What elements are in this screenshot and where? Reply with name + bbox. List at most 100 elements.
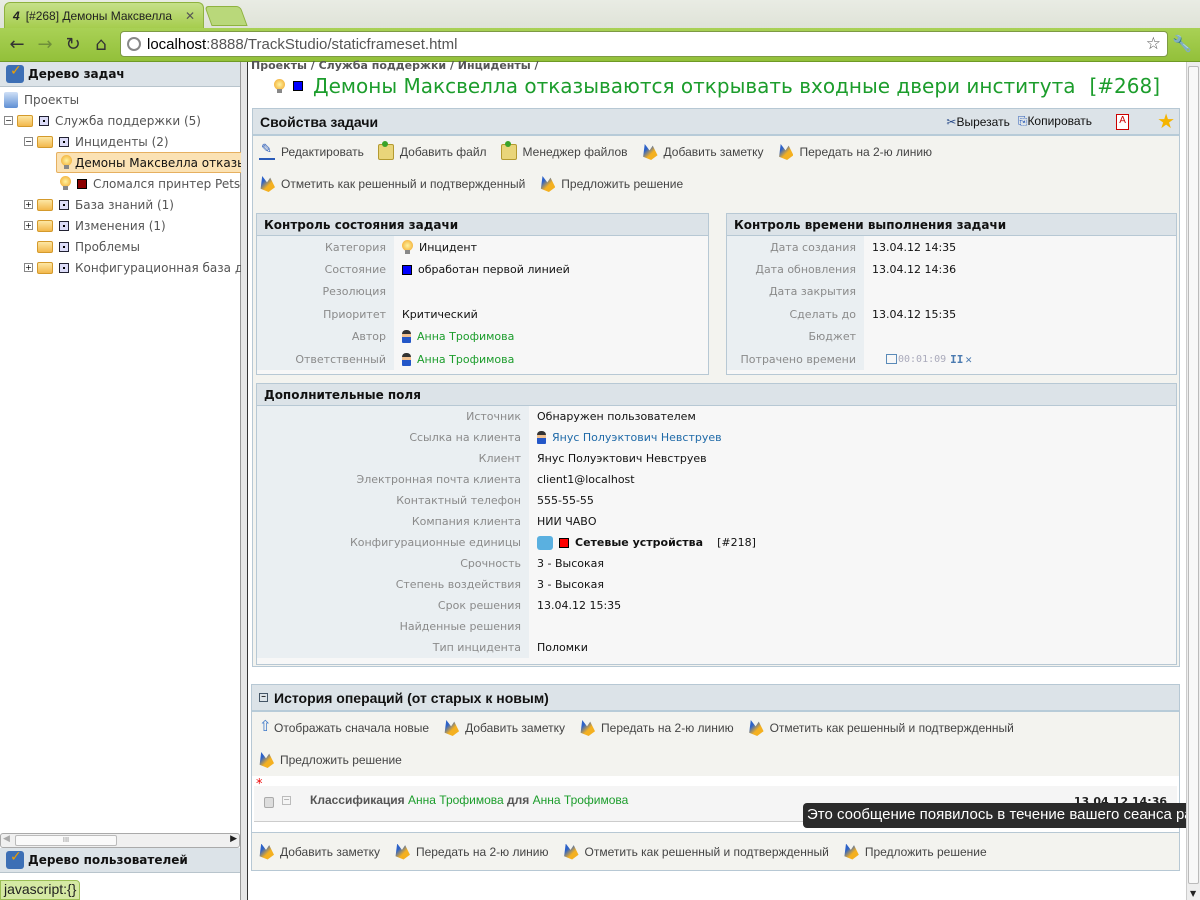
extra-field-row: Конфигурационные единицы Сетевые устройст… [257,532,1176,553]
entry-target-link[interactable]: Анна Трофимова [532,793,629,807]
users-tree-header: Дерево пользователей [0,848,240,873]
field-value: 3 - Высокая [537,557,604,570]
field-label: Резолюция [257,280,394,304]
scroll-down-icon[interactable]: ▼ [1190,889,1197,898]
tree-horizontal-scrollbar[interactable]: III ▶ ◀ [0,833,240,848]
arrow-up-icon [258,717,272,736]
main-vertical-scrollbar[interactable]: ▼ [1186,62,1200,900]
tree-item-changes[interactable]: + Изменения (1) [24,215,166,236]
state-icon [59,199,69,210]
extra-field-row: Источник Обнаружен пользователем [257,406,1176,427]
scroll-thumb[interactable]: III [15,835,117,846]
field-label: Контактный телефон [257,490,529,511]
file-manager-button[interactable]: Менеджер файлов [500,136,628,168]
address-host: localhost [147,35,207,53]
close-tab-icon[interactable]: ✕ [184,8,195,23]
show-newest-first-button[interactable]: Отображать сначала новые [258,712,429,744]
user-icon [402,352,411,366]
address-bar[interactable]: localhost:8888/TrackStudio/staticframese… [120,31,1168,57]
tree-item-printer[interactable]: Сломался принтер Petsonic [60,173,265,194]
back-icon[interactable]: ← [9,34,25,55]
scroll-left-icon[interactable]: ◀ [3,834,10,844]
tree-label: Проекты [24,92,80,107]
favorite-star-icon[interactable]: ★ [1157,111,1175,133]
time-control-title: Контроль времени выполнения задачи [727,214,1176,236]
add-file-button[interactable]: Добавить файл [377,136,487,168]
field-category: Категория Инцидент [257,236,708,259]
entry-checkbox[interactable] [264,797,274,808]
action-label: Менеджер файлов [522,145,628,159]
scroll-right-icon[interactable]: ▶ [230,834,237,844]
reload-icon[interactable]: ↻ [65,34,81,55]
pdf-icon[interactable]: A [1116,113,1130,130]
operation-icon [779,144,794,160]
field-deadline: Сделать до 13.04.12 15:35 [727,303,1176,326]
add-note-button[interactable]: Добавить заметку [258,836,380,868]
field-author: Автор Анна Трофимова [257,325,708,348]
propose-solution-button[interactable]: Предложить решение [258,744,402,776]
tree-label: Инциденты (2) [75,134,169,149]
mark-resolved-button[interactable]: Отметить как решенный и подтвержденный [748,712,1014,744]
edit-button[interactable]: Редактировать [259,136,364,168]
task-tree-title: Дерево задач [28,67,125,81]
action-label: Предложить решение [864,844,987,859]
wrench-menu-icon[interactable]: 🔧 [1172,34,1192,53]
field-value: client1@localhost [537,473,635,486]
config-item-link[interactable]: Сетевые устройства [575,536,704,549]
users-tree-panel[interactable]: Дерево пользователей [0,848,240,873]
status-bubble: javascript:{} [0,880,81,900]
entry-author-link[interactable]: Анна Трофимова [408,793,504,807]
extra-field-row: Электронная почта клиента client1@localho… [257,469,1176,490]
mark-resolved-button[interactable]: Отметить как решенный и подтвержденный [563,836,829,868]
transfer-2nd-line-button[interactable]: Передать на 2-ю линию [394,836,549,868]
pause-icon[interactable]: II [950,352,964,366]
globe-icon [127,37,141,51]
breadcrumb[interactable]: Проекты / Служба поддержки / Инциденты / [251,59,539,72]
field-value: Инцидент [419,240,478,254]
tree-item-cmdb[interactable]: + Конфигурационная база данных [24,257,283,278]
page-title: Демоны Максвелла отказываются открывать … [274,74,1160,98]
home-icon[interactable]: ⌂ [95,34,107,55]
bookmark-star-icon[interactable]: ☆ [1145,34,1161,53]
add-note-button[interactable]: Добавить заметку [642,136,763,168]
tree-item-current-task[interactable]: Демоны Максвелла отказываются открывать … [56,152,533,173]
action-label: Добавить заметку [280,844,380,859]
add-note-button[interactable]: Добавить заметку [443,712,565,744]
author-link[interactable]: Анна Трофимова [417,330,515,344]
copy-button[interactable]: ⎘Копировать [1018,114,1092,129]
action-label: Передать на 2-ю линию [601,721,734,735]
tree-item-knowledge-base[interactable]: + База знаний (1) [24,194,174,215]
transfer-2nd-line-button[interactable]: Передать на 2-ю линию [777,136,932,168]
tree-item-projects[interactable]: Проекты [4,89,79,110]
mark-resolved-button[interactable]: Отметить как решенный и подтвержденный Пр… [259,168,1159,200]
collapse-icon[interactable]: − [4,116,13,125]
collapse-icon[interactable]: − [24,137,33,146]
forward-icon[interactable]: → [37,34,53,55]
expand-icon[interactable]: + [24,263,33,272]
new-tab-button[interactable] [204,6,248,26]
field-state: Состояние обработан первой линией [257,258,708,281]
operation-icon [564,843,579,860]
history-header[interactable]: − История операций (от старых к новым) [252,685,1179,712]
client-link[interactable]: Янус Полуэктович Невструев [552,431,722,444]
field-label: Компания клиента [257,511,529,532]
stop-icon[interactable]: ✕ [965,352,973,366]
extra-fields-list: Источник Обнаружен пользователем Ссылка на… [257,406,1176,658]
scroll-thumb[interactable] [1188,66,1199,884]
collapse-icon[interactable]: − [259,693,268,702]
tree-item-support[interactable]: − Служба поддержки (5) [4,110,201,131]
frame-splitter[interactable] [241,62,248,900]
expand-icon[interactable]: + [24,221,33,230]
browser-tab[interactable]: 4 [#268] Демоны Максвелла ✕ [4,2,204,28]
field-value: НИИ ЧАВО [537,515,597,528]
propose-solution-button[interactable]: Предложить решение [843,836,987,868]
handler-link[interactable]: Анна Трофимова [417,352,515,366]
cut-button[interactable]: ✂Вырезать [946,115,1009,129]
transfer-2nd-line-button[interactable]: Передать на 2-ю линию [579,712,734,744]
propose-solution-button[interactable]: Предложить решение [561,177,684,191]
extra-field-row: Найденные решения [257,616,1176,637]
collapse-entry-icon[interactable]: − [282,795,291,805]
tree-item-problems[interactable]: Проблемы [37,236,140,257]
expand-icon[interactable]: + [24,200,33,209]
tree-item-incidents[interactable]: − Инциденты (2) [24,131,169,152]
